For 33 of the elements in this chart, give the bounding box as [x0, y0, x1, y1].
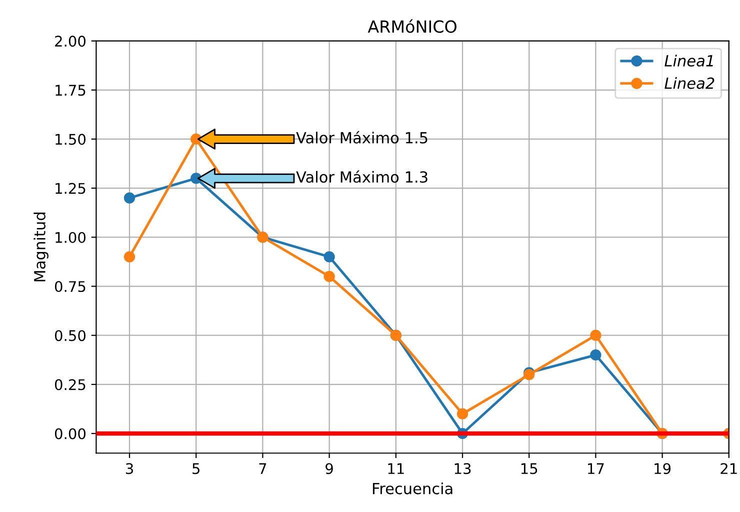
point	[590, 349, 602, 361]
y-tick-label: 0.50	[54, 330, 86, 342]
x-tick-label: 3	[126, 463, 133, 474]
point	[324, 251, 335, 262]
y-tick-label: 1.00	[56, 232, 86, 243]
point	[590, 330, 602, 341]
x-tick-label: 19	[654, 463, 671, 474]
point	[124, 192, 136, 204]
chart-title: ARMóNICO	[368, 19, 456, 33]
point	[324, 270, 335, 282]
y-tick-label: 0.25	[54, 379, 86, 390]
annotation: Valor Máximo 1.3	[296, 170, 428, 183]
y-axis-title: Magnitud	[34, 212, 48, 282]
x-tick-label: 13	[454, 463, 471, 474]
y-tick-label: 1.25	[56, 182, 86, 194]
x-tick-label: 9	[326, 463, 333, 474]
y-tick-label: 1.75	[56, 84, 86, 96]
x-tick-label: 21	[720, 463, 737, 474]
y-tick-label: 1.50	[56, 134, 86, 145]
point	[456, 408, 468, 420]
x-tick-label: 5	[192, 463, 200, 474]
y-tick-label: 2.00	[55, 36, 86, 47]
x-tick-label: 7	[259, 463, 266, 474]
legend-label: Linea2	[664, 77, 714, 89]
annotation: Valor Máximo 1.5	[296, 131, 428, 144]
legend-label: Linea1	[664, 54, 713, 67]
y-tick-label: 0.00	[54, 428, 86, 440]
x-tick-label: 11	[388, 463, 404, 474]
x-axis-title: Frecuencia	[372, 482, 452, 494]
point	[124, 251, 136, 262]
y-tick-label: 0.75	[54, 281, 86, 292]
x-tick-label: 17	[588, 463, 604, 474]
x-tick-label: 15	[521, 463, 538, 474]
